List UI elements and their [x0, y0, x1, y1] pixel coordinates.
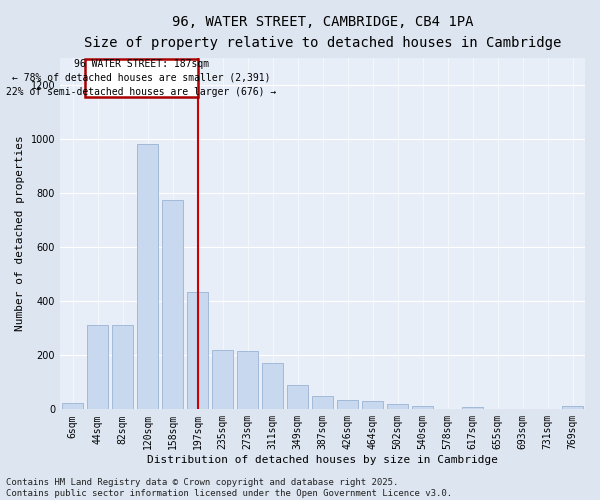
Text: 96 WATER STREET: 187sqm
← 78% of detached houses are smaller (2,391)
22% of semi: 96 WATER STREET: 187sqm ← 78% of detache…	[6, 59, 277, 97]
Bar	[137, 144, 158, 410]
Bar	[62, 402, 83, 409]
Bar	[462, 407, 483, 410]
Bar	[237, 351, 258, 410]
Bar	[287, 385, 308, 409]
Bar	[412, 406, 433, 409]
Y-axis label: Number of detached properties: Number of detached properties	[15, 136, 25, 332]
Bar	[112, 326, 133, 409]
Bar	[387, 404, 408, 409]
Bar	[562, 406, 583, 409]
Bar	[187, 292, 208, 410]
Bar	[162, 200, 183, 410]
X-axis label: Distribution of detached houses by size in Cambridge: Distribution of detached houses by size …	[147, 455, 498, 465]
Bar	[262, 364, 283, 410]
Title: 96, WATER STREET, CAMBRIDGE, CB4 1PA
Size of property relative to detached house: 96, WATER STREET, CAMBRIDGE, CB4 1PA Siz…	[84, 15, 561, 50]
Bar	[212, 350, 233, 410]
Bar	[85, 59, 197, 97]
Bar	[362, 401, 383, 409]
Bar	[337, 400, 358, 409]
Bar	[87, 326, 108, 409]
Text: Contains HM Land Registry data © Crown copyright and database right 2025.
Contai: Contains HM Land Registry data © Crown c…	[6, 478, 452, 498]
Bar	[312, 396, 333, 409]
